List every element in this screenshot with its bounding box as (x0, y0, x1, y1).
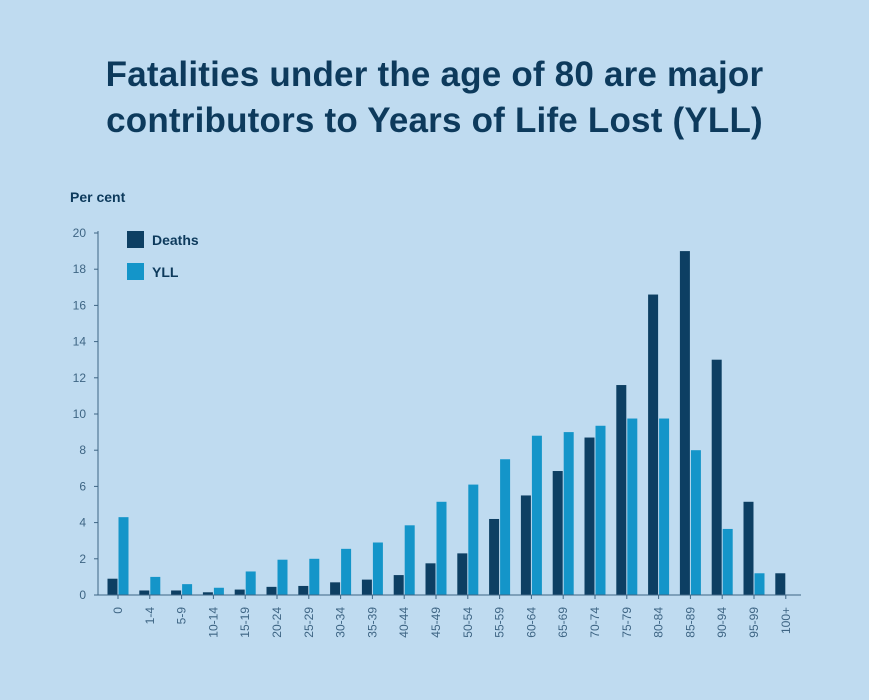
x-tick-label: 10-14 (206, 607, 220, 638)
x-tick-label: 40-44 (397, 607, 411, 638)
bar-deaths-40-44 (393, 575, 404, 595)
x-tick-label: 70-74 (588, 607, 602, 638)
x-tick-label: 85-89 (683, 607, 697, 638)
y-tick-label: 16 (73, 298, 87, 312)
bar-deaths-15-19 (234, 589, 245, 595)
bar-deaths-75-79 (616, 385, 627, 595)
bar-deaths-55-59 (489, 518, 500, 595)
y-tick-label: 6 (79, 479, 86, 493)
bar-yll-35-39 (372, 542, 383, 595)
bar-deaths-60-64 (520, 495, 531, 595)
x-tick-label: 100+ (779, 607, 793, 634)
bar-yll-90-94 (722, 528, 733, 595)
x-tick-label: 35-39 (365, 607, 379, 638)
bar-yll-80-84 (659, 418, 670, 595)
x-tick-label: 20-24 (270, 607, 284, 638)
x-tick-label: 5-9 (175, 607, 189, 625)
bar-yll-1-4 (150, 576, 161, 595)
y-tick-label: 20 (73, 226, 87, 240)
x-tick-label: 95-99 (747, 607, 761, 638)
bar-deaths-90-94 (711, 359, 722, 595)
bar-yll-10-14 (213, 587, 224, 595)
bar-deaths-65-69 (552, 471, 563, 595)
x-tick-label: 80-84 (652, 607, 666, 638)
bar-yll-65-69 (563, 432, 574, 595)
x-tick-label: 65-69 (556, 607, 570, 638)
y-tick-label: 0 (79, 588, 86, 602)
y-axis-ticks: 0 2 4 6 8 10 12 14 16 18 20 (73, 226, 98, 602)
bars (107, 251, 786, 595)
x-tick-label: 25-29 (302, 607, 316, 638)
x-tick-label: 75-79 (620, 607, 634, 638)
bar-yll-95-99 (754, 573, 765, 595)
bar-yll-75-79 (627, 418, 638, 595)
x-tick-label: 90-94 (715, 607, 729, 638)
bar-yll-55-59 (500, 459, 511, 595)
bar-yll-85-89 (690, 450, 701, 595)
legend-label-yll: YLL (152, 264, 179, 280)
y-tick-label: 18 (73, 262, 87, 276)
bar-yll-5-9 (182, 584, 193, 595)
bar-deaths-95-99 (743, 501, 754, 595)
x-tick-label: 30-34 (334, 607, 348, 638)
bar-deaths-10-14 (202, 592, 213, 595)
bar-yll-30-34 (341, 548, 352, 595)
bar-yll-70-74 (595, 425, 606, 595)
bar-deaths-50-54 (457, 553, 468, 595)
bar-deaths-25-29 (298, 585, 309, 595)
bar-deaths-0 (107, 578, 118, 595)
bar-deaths-35-39 (361, 579, 372, 595)
x-tick-label: 50-54 (461, 607, 475, 638)
bar-yll-50-54 (468, 484, 479, 595)
bar-yll-25-29 (309, 558, 320, 595)
bar-yll-15-19 (245, 571, 256, 595)
x-axis-ticks: 0 1-4 5-9 10-14 15-19 20-24 25-29 30-34 35-39 40-… (111, 595, 793, 638)
legend-swatch-yll (127, 263, 144, 280)
bar-yll-40-44 (404, 525, 415, 595)
y-tick-label: 14 (73, 335, 87, 349)
y-tick-label: 12 (73, 371, 87, 385)
y-axis-label: Per cent (70, 189, 126, 205)
bar-deaths-100+ (775, 573, 786, 595)
x-tick-label: 0 (111, 607, 125, 614)
bar-deaths-1-4 (139, 590, 150, 595)
bar-deaths-30-34 (330, 582, 341, 595)
x-tick-label: 15-19 (238, 607, 252, 638)
chart-title-line-1: Fatalities under the age of 80 are major (105, 55, 764, 94)
bar-deaths-80-84 (648, 294, 659, 595)
bar-deaths-70-74 (584, 437, 595, 595)
legend-swatch-deaths (127, 231, 144, 248)
bar-yll-0 (118, 517, 129, 595)
bar-yll-45-49 (436, 501, 447, 595)
legend-label-deaths: Deaths (152, 232, 199, 248)
bar-deaths-20-24 (266, 586, 277, 595)
y-tick-label: 10 (73, 407, 87, 421)
y-tick-label: 4 (79, 516, 86, 530)
chart-title-line-2: contributors to Years of Life Lost (YLL) (106, 101, 763, 140)
bar-deaths-45-49 (425, 563, 436, 595)
bar-yll-60-64 (531, 435, 542, 595)
y-tick-label: 2 (79, 552, 86, 566)
bar-deaths-5-9 (171, 590, 182, 595)
x-tick-label: 1-4 (143, 607, 157, 625)
bar-yll-20-24 (277, 559, 288, 595)
legend: Deaths YLL (127, 231, 199, 280)
chart-title: Fatalities under the age of 80 are major… (0, 52, 869, 144)
bar-deaths-85-89 (679, 251, 690, 595)
x-tick-label: 60-64 (524, 607, 538, 638)
x-tick-label: 55-59 (493, 607, 507, 638)
y-tick-label: 8 (79, 443, 86, 457)
x-tick-label: 45-49 (429, 607, 443, 638)
